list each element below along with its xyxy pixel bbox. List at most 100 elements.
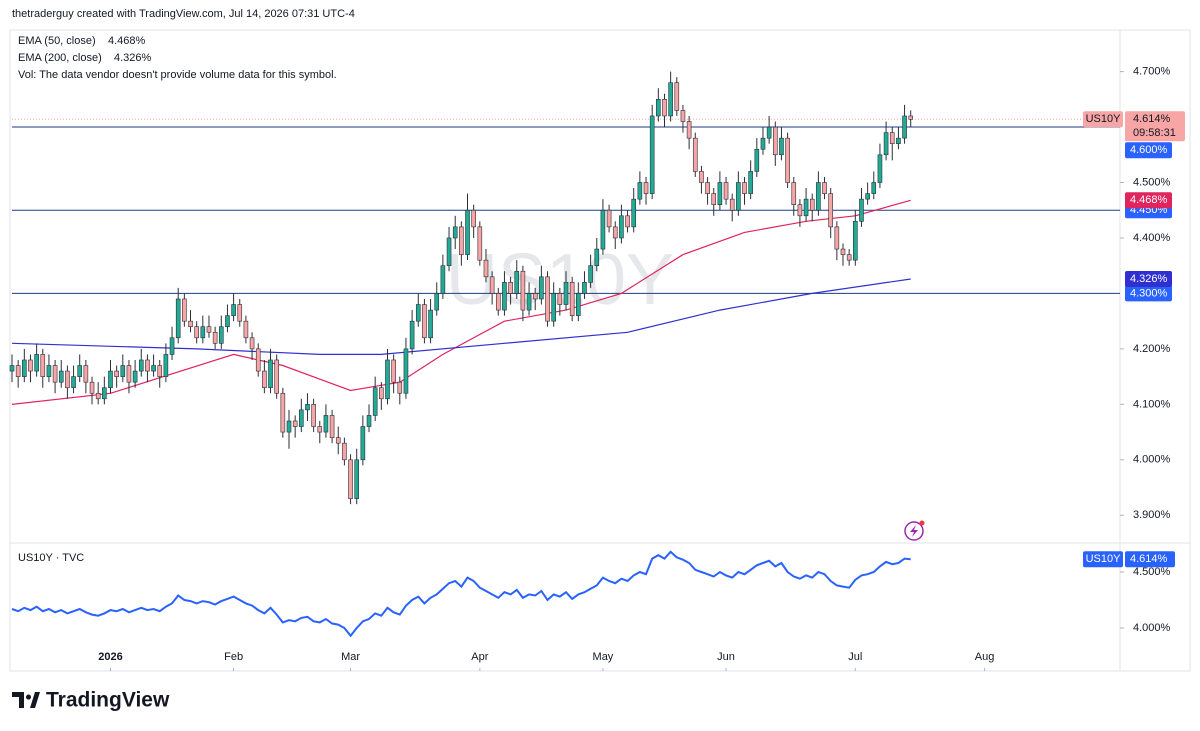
legend-value: 4.326% [114,52,152,64]
candle-body [292,420,298,427]
candle-body [748,171,753,194]
candle-body [865,193,870,200]
candle-body [612,226,618,239]
x-tick-label: 2026 [98,651,122,663]
candle-body [668,82,673,117]
y-tick-label: 4.500% [1133,566,1171,578]
candle-body [791,182,797,205]
candle-body [163,354,169,377]
candle-body [465,209,470,255]
candle-body [853,221,858,261]
x-tick-label: May [593,651,614,663]
candle-body [379,387,384,400]
candle-body [557,293,563,305]
last-price-label: 4.614% [1133,113,1171,125]
candle-body [114,370,119,377]
candle-body [95,392,101,400]
candle-body [65,370,70,389]
candle-body [385,359,390,400]
candle-body [452,226,458,239]
y-tick-label: 4.000% [1133,622,1171,634]
candle-body [489,276,495,294]
candle-body [502,282,507,311]
ema-label-box [1125,271,1172,288]
candle-body [126,365,132,383]
y-tick-label: 4.200% [1133,343,1171,355]
candle-body [772,126,778,156]
candle-body [206,326,212,333]
y-tick-label: 4.500% [1133,176,1171,188]
candle-body [262,370,267,389]
candle-body [175,298,181,339]
candle-body [169,337,175,355]
candle-body [274,359,279,394]
candle-body [409,320,415,350]
candle-body [428,309,433,339]
candle-body [120,365,126,377]
candle-body [717,182,723,205]
candle-body [157,365,163,377]
candle-body [760,137,766,150]
overview-price-box [1125,551,1175,568]
candle-body [569,282,575,316]
candle-body [446,237,452,267]
candle-body [902,115,907,139]
candle-body [846,254,852,261]
overview-symbol: US10Y [1086,553,1122,565]
candle-body [908,115,914,120]
candle-body [15,365,21,377]
candle-body [268,359,273,389]
candle-body [9,365,15,372]
x-tick-label: Feb [224,651,243,663]
candle-body [403,348,409,394]
candle-body [218,326,224,344]
ema-label-box [1125,192,1172,209]
candle-body [483,259,489,278]
symbol-box [1083,111,1123,128]
candle-body [656,99,661,117]
candle-body [58,370,64,383]
candle-body [699,171,704,183]
header: thetraderguy created with TradingView.co… [12,8,355,20]
candle-body [372,387,378,416]
candle-body [649,115,655,194]
candle-body [249,337,255,350]
ema-label: 4.326% [1130,273,1168,285]
overview-line [11,550,911,638]
level-label: 4.600% [1130,144,1168,156]
legend-name: EMA (200, close) [18,52,102,64]
candle-body [606,209,612,228]
candle-body [243,320,249,339]
candle-body [329,415,335,438]
x-tick-label: Jul [848,651,862,663]
candle-body [822,182,827,194]
candle-body [754,148,760,172]
candle-body [828,193,833,228]
candle-body [840,248,846,255]
candle-body [514,270,520,294]
overview-price: 4.614% [1130,553,1168,565]
candle-body [299,409,304,427]
candle-body [834,226,840,250]
overview-title: US10Y · TVC [18,552,84,564]
symbol-label: US10Y [1086,113,1122,125]
candle-body [317,426,323,433]
candle-body [766,126,772,139]
legend-value: 4.468% [108,35,146,47]
candle-body [803,198,809,217]
last-price-box [1125,111,1185,142]
candle-body [816,182,821,211]
candle-body [40,354,46,377]
candle-body [563,282,569,305]
candle-body [576,293,581,316]
candle-body [551,293,556,322]
candle-body [471,209,476,228]
candle-body [495,293,501,311]
frame [9,29,1191,672]
candle-body [619,215,624,239]
overview-symbol-box [1083,551,1123,568]
candle-body [52,365,58,383]
candle-body [255,348,261,372]
